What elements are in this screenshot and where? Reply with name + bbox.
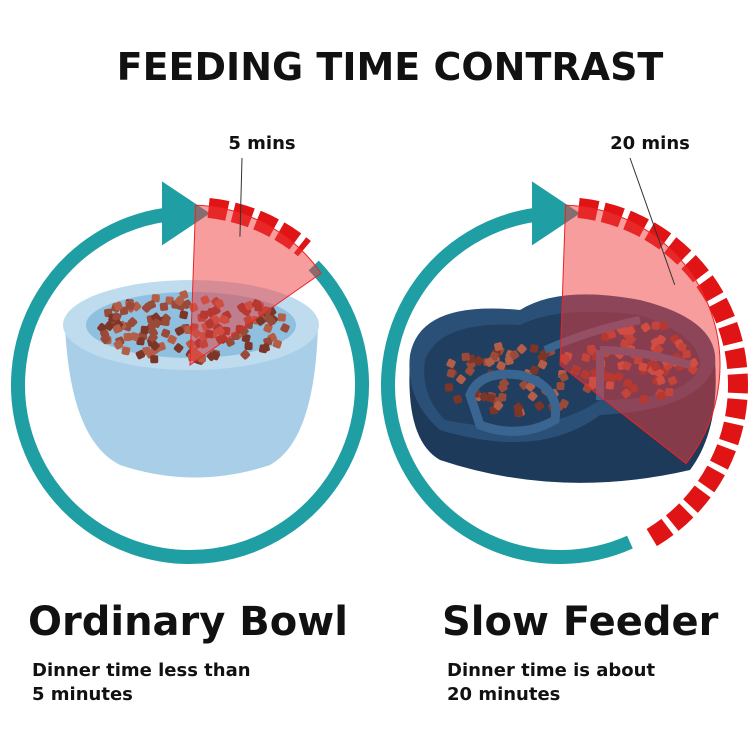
kibble [516,344,527,354]
kibble [104,321,114,331]
kibble [136,337,145,346]
kibble [100,329,110,339]
kibble [174,296,185,306]
kibble [263,323,273,333]
kibble [130,332,140,342]
kibble [465,366,475,376]
kibble [556,382,565,391]
kibble [260,343,270,353]
kibble [499,378,509,388]
kibble [173,343,184,353]
kibble [240,349,251,360]
kibble [559,398,569,409]
kibble [146,300,157,310]
description: 20 minutes [447,684,560,705]
kibble [241,333,251,343]
kibble [125,301,135,311]
kibble [479,392,489,402]
kibble [527,391,538,402]
kibble [493,400,504,411]
kibble [559,372,569,382]
kibble [534,401,545,411]
kibble [280,323,290,333]
kibble [272,339,282,349]
kibble [255,316,266,326]
kibble [446,358,456,369]
panel-name: Slow Feeder [442,599,719,645]
progress-ring [11,207,369,564]
time-wedge [559,204,721,465]
kibble [529,365,540,375]
description: Dinner time is about [447,660,655,681]
kibble [148,327,159,338]
feeder-ridge [465,369,561,436]
kibble [140,325,149,335]
kibble [179,290,189,300]
kibble [453,394,463,404]
kibble [509,350,520,360]
kibble [494,342,503,352]
artwork [11,157,748,564]
kibble [174,326,185,336]
kibble [112,324,122,334]
kibble [496,361,506,371]
time-wedge [189,204,322,366]
kibble [210,350,221,361]
kibble [123,332,132,342]
kibble [266,316,277,327]
kibble [150,355,159,364]
kibble [159,302,169,311]
arrowhead [161,181,210,246]
kibble [121,346,131,356]
kibble [135,349,146,360]
kibble [484,357,495,367]
kibble [167,334,177,345]
kibble [461,352,470,362]
time-label: 5 mins [228,133,295,154]
kibble [529,344,539,353]
kibble [113,339,124,350]
kibble [179,310,189,320]
kibble [498,392,507,402]
panel-name: Ordinary Bowl [28,599,348,645]
kibble [150,340,160,351]
progress-ring [381,207,633,564]
leader-line [239,157,243,237]
arrowhead [531,181,580,246]
kibble [244,341,253,351]
time-label: 20 mins [610,133,690,154]
kibble [151,318,162,329]
description: Dinner time less than [32,660,251,681]
kibble [112,312,122,322]
kibble [446,368,456,378]
description: 5 minutes [32,684,133,705]
kibble [444,383,454,392]
kibble [113,301,123,311]
kibble [513,402,524,413]
kibble [277,313,286,322]
kibble [161,317,170,326]
leader-line [629,157,676,285]
kibble [127,317,138,327]
kibble [473,355,484,366]
kibble [151,294,160,303]
kibble [486,393,496,403]
kibble [161,328,171,338]
title: FEEDING TIME CONTRAST [117,45,664,89]
kibble [142,346,151,356]
kibble [537,359,548,370]
kibble [456,374,466,385]
